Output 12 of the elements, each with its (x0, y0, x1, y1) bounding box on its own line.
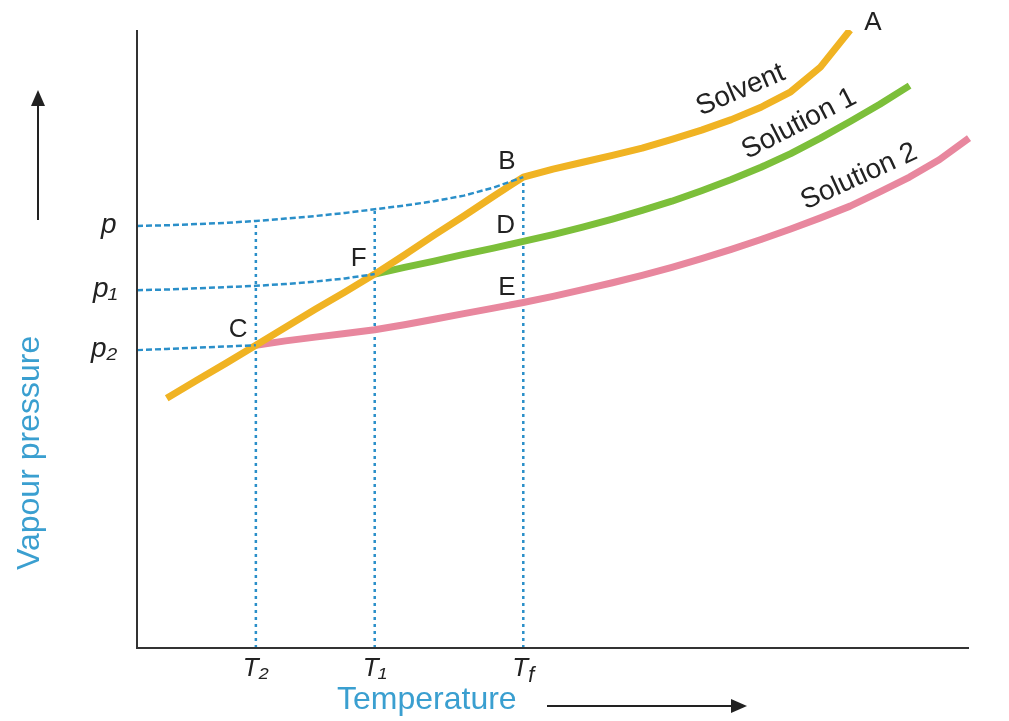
series-label: p (101, 207, 117, 240)
y-axis-title: Vapour pressure (10, 335, 47, 570)
series-label: p₂ (91, 332, 118, 365)
series-label: p₁ (93, 272, 118, 305)
annotation: A (864, 6, 882, 37)
annotation: E (498, 270, 516, 302)
annotation: C (228, 313, 248, 345)
x-tick-label: T₂ (242, 652, 269, 683)
annotation: B (498, 145, 516, 177)
x-tick-label: T₁ (362, 652, 387, 683)
annotation: F (350, 242, 367, 274)
annotation: D (496, 209, 516, 241)
